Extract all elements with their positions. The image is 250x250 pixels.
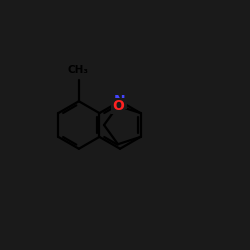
Text: N: N	[114, 94, 126, 108]
Text: O: O	[112, 99, 124, 113]
Text: CH₃: CH₃	[67, 65, 88, 76]
